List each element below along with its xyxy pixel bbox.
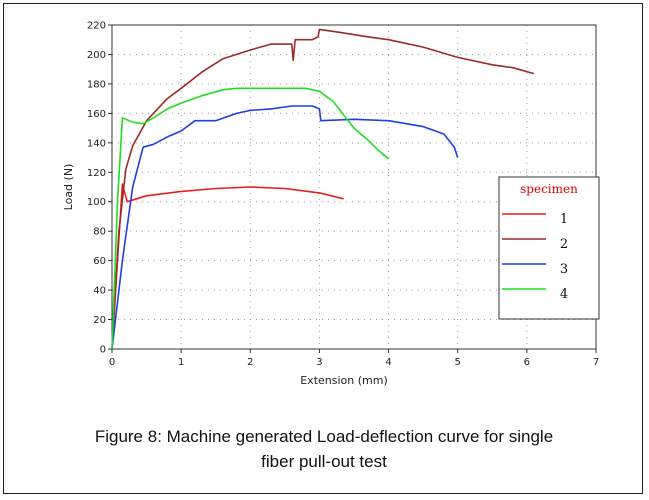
legend-label-3: 3 bbox=[560, 262, 568, 277]
caption-line-2: fiber pull-out test bbox=[261, 452, 387, 471]
y-tick-label: 200 bbox=[87, 50, 106, 61]
x-tick-label: 0 bbox=[109, 357, 115, 368]
y-tick-label: 60 bbox=[93, 256, 106, 267]
series-line-1 bbox=[111, 183, 344, 350]
x-tick-label: 2 bbox=[247, 357, 253, 368]
legend-label-1: 1 bbox=[560, 212, 568, 227]
legend-title: specimen bbox=[520, 182, 578, 196]
series-line-4 bbox=[111, 87, 390, 350]
x-tick-label: 5 bbox=[455, 357, 461, 368]
y-tick-label: 40 bbox=[93, 286, 106, 297]
legend-label-2: 2 bbox=[560, 237, 568, 252]
series-line-2 bbox=[111, 28, 535, 350]
y-tick-label: 160 bbox=[87, 109, 106, 120]
legend-label-4: 4 bbox=[560, 287, 568, 302]
y-tick-label: 180 bbox=[87, 79, 106, 90]
x-axis-label: Extension (mm) bbox=[300, 374, 388, 387]
figure-frame: 0 1 2 3 4 5 6 7 0 20 40 60 80 100 120 140 160 180 200 220 Ex… bbox=[3, 3, 643, 494]
x-tick-label: 1 bbox=[178, 357, 184, 368]
series-line-3 bbox=[111, 105, 459, 350]
y-axis-label: Load (N) bbox=[62, 164, 75, 211]
load-extension-chart: 0 1 2 3 4 5 6 7 0 20 40 60 80 100 120 140 160 180 200 220 Ex… bbox=[62, 21, 600, 387]
figure-caption: Figure 8: Machine generated Load-deflect… bbox=[24, 424, 624, 474]
caption-line-1: Figure 8: Machine generated Load-deflect… bbox=[94, 427, 554, 446]
y-tick-label: 100 bbox=[87, 197, 106, 208]
x-tick-label: 3 bbox=[316, 357, 322, 368]
x-tick-label: 7 bbox=[593, 357, 599, 368]
x-tick-label: 6 bbox=[524, 357, 530, 368]
y-tick-label: 220 bbox=[87, 21, 106, 32]
y-tick-label: 80 bbox=[93, 227, 106, 238]
y-tick-label: 0 bbox=[100, 345, 106, 356]
y-tick-label: 140 bbox=[87, 138, 106, 149]
y-tick-label: 120 bbox=[87, 168, 106, 179]
y-tick-label: 20 bbox=[93, 315, 106, 326]
x-tick-label: 4 bbox=[385, 357, 391, 368]
legend-box bbox=[498, 176, 600, 320]
